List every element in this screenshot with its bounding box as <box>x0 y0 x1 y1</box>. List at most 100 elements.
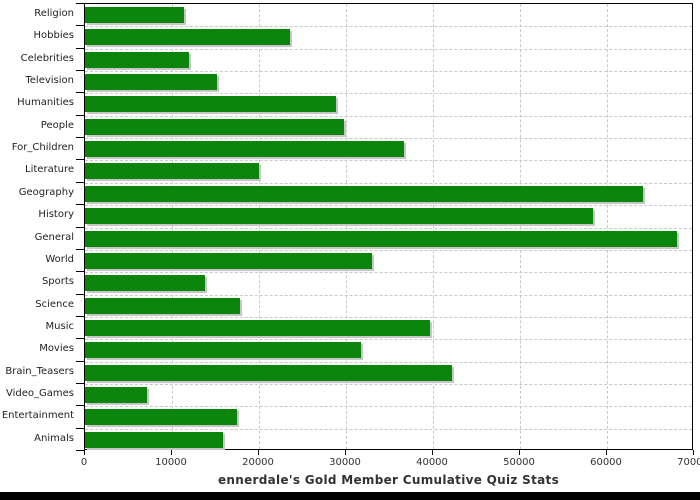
y-axis-labels: Religion Hobbies Celebrities Television Huma… <box>0 3 74 450</box>
x-tick-label: 60000 <box>590 457 622 468</box>
category-label: History <box>38 209 74 221</box>
bar <box>85 185 643 202</box>
grid-line-vertical <box>259 4 260 449</box>
grid-line-horizontal <box>85 205 692 207</box>
category-label: Entertainment <box>1 410 74 422</box>
y-tick <box>76 25 84 26</box>
y-tick <box>76 361 84 362</box>
grid-line-horizontal <box>85 339 692 341</box>
y-tick <box>76 405 84 406</box>
x-tick-label: 70000 <box>677 457 700 468</box>
y-tick <box>76 182 84 183</box>
bar <box>85 74 218 91</box>
category-label: Religion <box>34 8 74 19</box>
grid-line-horizontal <box>85 383 692 385</box>
x-tick <box>345 450 346 455</box>
x-tick-label: 10000 <box>155 457 187 468</box>
grid-line-horizontal <box>85 26 692 28</box>
y-tick <box>76 294 84 295</box>
y-tick <box>76 428 84 429</box>
grid-line-horizontal <box>85 294 692 296</box>
y-tick <box>76 338 84 339</box>
grid-line-horizontal <box>85 406 692 408</box>
x-tick-label: 0 <box>80 457 88 468</box>
y-tick <box>76 92 84 93</box>
category-label: Movies <box>39 343 74 355</box>
bar <box>85 96 336 113</box>
category-label: Brain_Teasers <box>5 365 74 377</box>
y-tick <box>76 271 84 272</box>
category-label: World <box>45 253 74 265</box>
bar <box>85 208 594 225</box>
x-tick-label: 50000 <box>503 457 535 468</box>
category-label: General <box>34 231 74 243</box>
x-tick-label: 30000 <box>329 457 361 468</box>
grid-line-horizontal <box>85 361 692 363</box>
chart-title: ennerdale's Gold Member Cumulative Quiz … <box>217 473 560 487</box>
bar <box>85 51 189 68</box>
category-label: Sports <box>41 276 74 288</box>
y-tick <box>76 137 84 138</box>
bar <box>85 297 240 314</box>
grid-line-horizontal <box>85 93 692 95</box>
grid-line-vertical <box>172 4 173 449</box>
y-tick <box>76 204 84 205</box>
bar <box>85 29 291 46</box>
grid-line-vertical <box>346 4 347 449</box>
x-tick <box>258 450 259 455</box>
bar <box>85 431 224 448</box>
bar <box>85 342 361 359</box>
grid-line-horizontal <box>85 160 692 162</box>
x-tick-label: 40000 <box>416 457 448 468</box>
grid-line-vertical <box>433 4 434 449</box>
category-label: Music <box>45 320 74 332</box>
grid-line-horizontal <box>85 48 692 50</box>
category-label: Literature <box>25 164 74 176</box>
category-label: Geography <box>18 186 74 198</box>
grid-line-horizontal <box>85 227 692 229</box>
x-tick <box>171 450 172 455</box>
y-tick <box>76 70 84 71</box>
bar <box>85 252 373 269</box>
plot-area <box>84 3 693 450</box>
grid-line-horizontal <box>85 71 692 73</box>
y-tick <box>76 48 84 49</box>
grid-line-horizontal <box>85 138 692 140</box>
grid-line-horizontal <box>85 249 692 251</box>
y-tick <box>76 316 84 317</box>
footer-bar <box>0 492 700 500</box>
bar <box>85 141 405 158</box>
grid-line-horizontal <box>85 115 692 117</box>
bar <box>85 364 453 381</box>
y-tick <box>76 249 84 250</box>
y-tick <box>76 383 84 384</box>
category-label: Television <box>25 75 74 87</box>
grid-line-horizontal <box>85 428 692 430</box>
category-label: Humanities <box>17 97 74 109</box>
category-label: For_Children <box>11 142 74 154</box>
bar <box>85 7 185 23</box>
x-tick <box>84 450 85 455</box>
x-tick-label: 20000 <box>242 457 274 468</box>
grid-line-horizontal <box>85 272 692 274</box>
bar <box>85 163 259 180</box>
category-label: People <box>40 119 74 131</box>
category-label: Science <box>35 298 74 310</box>
grid-line-vertical <box>607 4 608 449</box>
bar <box>85 409 238 426</box>
grid-line-horizontal <box>85 316 692 318</box>
y-tick <box>76 450 84 451</box>
category-label: Animals <box>34 432 74 444</box>
y-tick <box>76 3 84 4</box>
x-tick <box>519 450 520 455</box>
category-label: Celebrities <box>20 52 74 64</box>
bar <box>85 230 678 247</box>
bar <box>85 275 206 292</box>
x-tick <box>432 450 433 455</box>
bar <box>85 386 147 403</box>
x-tick <box>693 450 694 455</box>
y-tick <box>76 115 84 116</box>
grid-line-horizontal <box>85 182 692 184</box>
grid-line-vertical <box>520 4 521 449</box>
